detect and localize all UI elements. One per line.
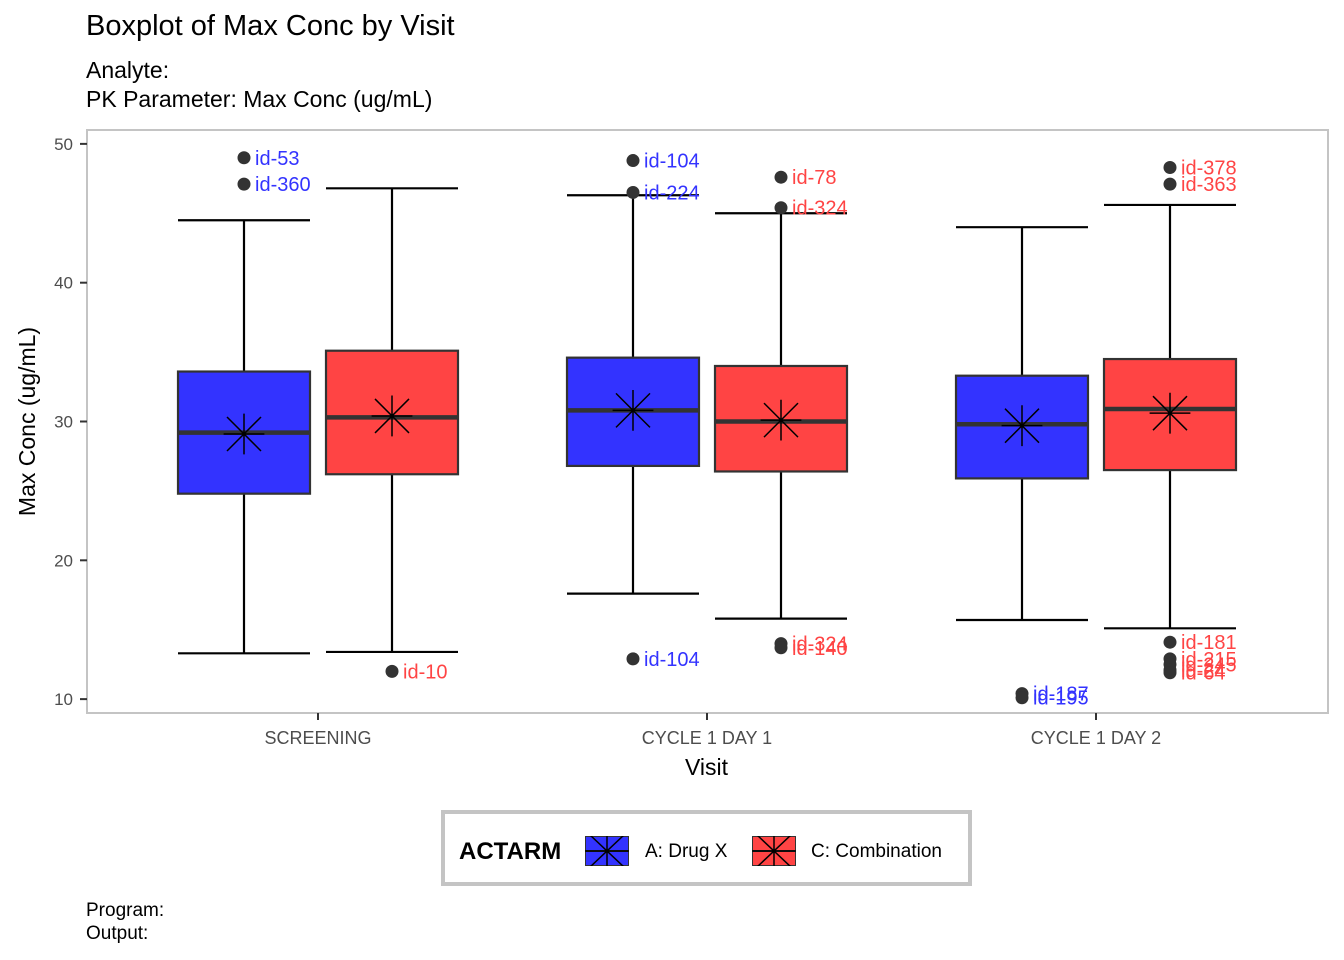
outlier-point	[1163, 177, 1177, 191]
caption-program: Program:	[86, 900, 165, 921]
box-a-drug-x-0: id-53 id-360	[176, 148, 312, 655]
x-tick-label: CYCLE 1 DAY 1	[642, 728, 772, 748]
outlier-label: id-78	[792, 167, 836, 189]
outlier-point	[626, 652, 640, 666]
legend-mean-marker-drug-x	[585, 836, 629, 866]
outlier-point	[774, 201, 788, 215]
box-a-drug-x-1: id-104 id-224 id-104	[565, 151, 701, 671]
outlier-point	[237, 177, 251, 191]
y-axis-title: Max Conc (ug/mL)	[14, 327, 40, 516]
legend-key-drug-x	[585, 836, 629, 866]
legend-title: ACTARM	[459, 838, 562, 865]
chart-title: Boxplot of Max Conc by Visit	[86, 10, 455, 42]
legend: ACTARM A: Drug X C: Combination	[441, 810, 972, 886]
outlier-label: id-24	[1181, 660, 1225, 682]
x-tick-label: SCREENING	[264, 728, 371, 748]
chart-subtitle-parameter: PK Parameter: Max Conc (ug/mL)	[86, 86, 433, 112]
x-tick-label: CYCLE 1 DAY 2	[1031, 728, 1161, 748]
outlier-label: id-53	[255, 148, 299, 170]
outlier-label: id-224	[644, 182, 700, 204]
outlier-point	[1163, 666, 1177, 680]
y-tick-label: 20	[54, 551, 73, 570]
legend-key-combination	[752, 836, 796, 866]
caption-output: Output:	[86, 923, 149, 944]
mean-marker	[1149, 392, 1191, 434]
mean-marker	[612, 389, 654, 431]
outlier-label: id-181	[1181, 632, 1237, 654]
legend-label-combination: C: Combination	[811, 841, 942, 862]
legend-label-drug-x: A: Drug X	[645, 841, 728, 862]
outlier-label: id-140	[792, 638, 848, 660]
outlier-label: id-187	[1033, 684, 1089, 706]
outlier-label: id-324	[792, 634, 848, 656]
outlier-point	[774, 170, 788, 184]
outlier-point	[385, 664, 399, 678]
boxplot-chart: 10 20 30 40 50 SCREENING CYCLE 1 DAY 1 CYCLE 1 …	[14, 129, 1329, 780]
box-c-combination-0: id-10	[324, 187, 460, 683]
chart-subtitle-analyte: Analyte:	[86, 57, 170, 83]
y-tick-label: 30	[54, 413, 73, 432]
x-axis-title: Visit	[685, 754, 729, 780]
y-tick-label: 40	[54, 274, 73, 293]
legend-mean-marker-combination	[752, 836, 796, 866]
outlier-point	[237, 151, 251, 165]
outlier-point	[1163, 635, 1177, 649]
outlier-point	[626, 185, 640, 199]
mean-marker	[223, 413, 265, 455]
outlier-label: id-378	[1181, 157, 1237, 179]
outlier-label: id-215	[1181, 649, 1237, 671]
outlier-point	[774, 641, 788, 655]
outlier-label: id-245	[1181, 654, 1237, 676]
outlier-label: id-104	[644, 649, 700, 671]
outlier-label: id-64	[1181, 663, 1225, 685]
outlier-label: id-10	[403, 661, 447, 683]
outlier-point	[1163, 160, 1177, 174]
outlier-label: id-324	[792, 198, 848, 220]
outlier-label: id-363	[1181, 174, 1237, 196]
mean-marker	[760, 399, 802, 441]
outlier-point	[626, 154, 640, 168]
mean-marker	[1001, 405, 1043, 447]
outlier-label: id-360	[255, 174, 311, 196]
y-tick-label: 10	[54, 690, 73, 709]
y-tick-label: 50	[54, 135, 73, 154]
outlier-point	[1015, 691, 1029, 705]
outlier-label: id-195	[1033, 688, 1089, 710]
mean-marker	[371, 395, 413, 437]
outlier-label: id-104	[644, 151, 700, 173]
